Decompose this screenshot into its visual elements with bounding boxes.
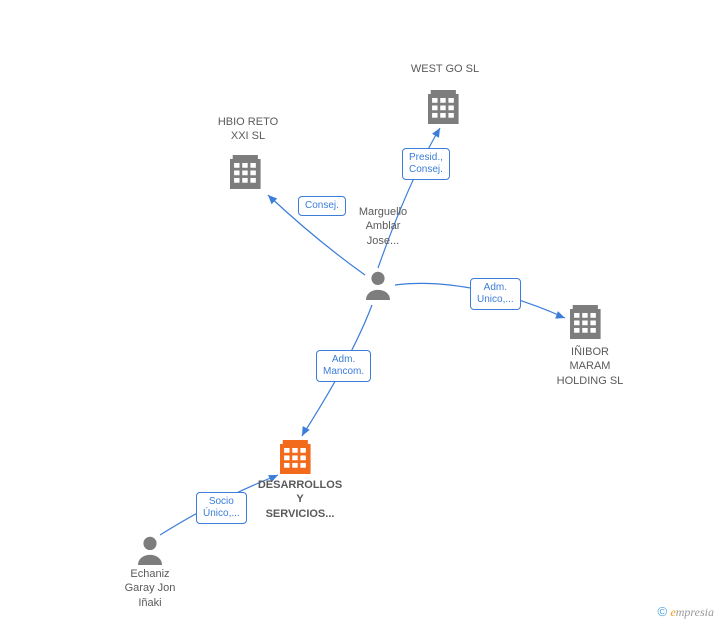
person-icon[interactable] [366,272,390,300]
edge-arrow [432,126,443,138]
edge-arrow [555,311,566,322]
graph-canvas [0,0,728,630]
edge-arrow [298,426,309,438]
node-label: DESARROLLOS Y SERVICIOS... [250,478,350,521]
watermark: © empresia [658,604,715,620]
edge-label: Presid., Consej. [402,148,450,180]
brand-rest: mpresia [676,605,714,619]
node-label: IÑIBOR MARAM HOLDING SL [545,345,635,388]
node-label: Marguello Amblar Jose... [348,205,418,248]
edge-label: Consej. [298,196,346,216]
edge-label: Adm. Unico,... [470,278,521,310]
person-icon[interactable] [138,537,162,565]
building-icon[interactable] [570,305,601,339]
building-icon[interactable] [280,440,311,474]
building-icon[interactable] [428,90,459,124]
node-label: HBIO RETO XXI SL [200,115,296,144]
edge-label: Socio Único,... [196,492,247,524]
node-label: Echaniz Garay Jon Iñaki [110,567,190,610]
node-label: WEST GO SL [400,62,490,76]
building-icon[interactable] [230,155,261,189]
edge-label: Adm. Mancom. [316,350,371,382]
copyright-symbol: © [658,604,668,619]
